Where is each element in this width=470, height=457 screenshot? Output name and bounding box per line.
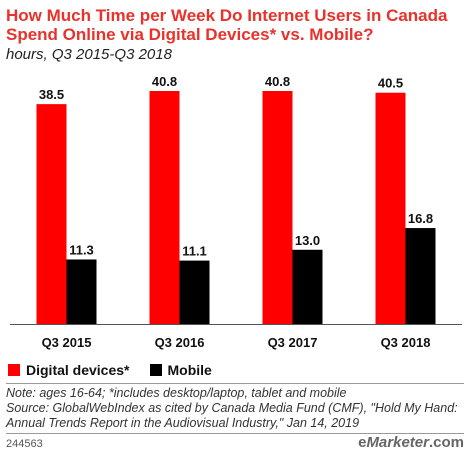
legend-item-digital: Digital devices* bbox=[8, 362, 130, 378]
chart-subtitle: hours, Q3 2015-Q3 2018 bbox=[6, 46, 172, 63]
legend-swatch-mobile bbox=[149, 364, 162, 376]
brand-name: Marketer bbox=[366, 434, 429, 451]
legend-swatch-digital bbox=[8, 364, 20, 376]
bar-mobile-3 bbox=[405, 228, 436, 324]
source-text: Source: GlobalWebIndex as cited by Canad… bbox=[6, 401, 458, 430]
legend-label-mobile: Mobile bbox=[167, 362, 212, 378]
label-mobile-0: 11.3 bbox=[69, 242, 94, 257]
x-tick-1: Q3 2016 bbox=[155, 335, 205, 350]
bar-mobile-1 bbox=[179, 260, 210, 324]
label-digital-3: 40.5 bbox=[378, 76, 403, 91]
x-tick-3: Q3 2018 bbox=[381, 335, 431, 350]
legend-label-digital: Digital devices* bbox=[26, 362, 130, 378]
divider-bottom bbox=[6, 433, 464, 434]
legend: Digital devices* Mobile bbox=[8, 362, 232, 378]
bar-mobile-2 bbox=[292, 249, 323, 324]
label-digital-2: 40.8 bbox=[265, 74, 290, 89]
label-mobile-2: 13.0 bbox=[295, 233, 320, 248]
label-digital-0: 38.5 bbox=[39, 87, 64, 102]
bar-digital-2 bbox=[262, 91, 293, 324]
brand-prefix: e bbox=[358, 434, 367, 451]
emarketer-logo: eMarketer.com bbox=[358, 434, 464, 451]
x-tick-2: Q3 2017 bbox=[268, 335, 318, 350]
notes: Note: ages 16-64; *includes desktop/lapt… bbox=[6, 386, 466, 431]
label-mobile-1: 11.1 bbox=[182, 244, 207, 259]
chart-title: How Much Time per Week Do Internet Users… bbox=[6, 6, 448, 44]
divider-top bbox=[6, 383, 464, 384]
bar-digital-0 bbox=[36, 104, 67, 325]
label-mobile-3: 16.8 bbox=[408, 211, 433, 226]
bar-mobile-0 bbox=[66, 259, 97, 324]
bar-chart: 38.5 11.3 Q3 2015 40.8 11.1 Q3 2016 40.8 13.0 Q3… bbox=[10, 74, 462, 350]
chart-id: 244563 bbox=[6, 438, 43, 450]
note-text: Note: ages 16-64; *includes desktop/lapt… bbox=[6, 386, 347, 400]
legend-item-mobile: Mobile bbox=[149, 362, 212, 378]
brand-suffix: .com bbox=[428, 434, 464, 451]
bar-digital-1 bbox=[149, 91, 180, 324]
label-digital-1: 40.8 bbox=[152, 74, 177, 89]
x-tick-0: Q3 2015 bbox=[42, 335, 92, 350]
bar-digital-3 bbox=[375, 92, 406, 325]
